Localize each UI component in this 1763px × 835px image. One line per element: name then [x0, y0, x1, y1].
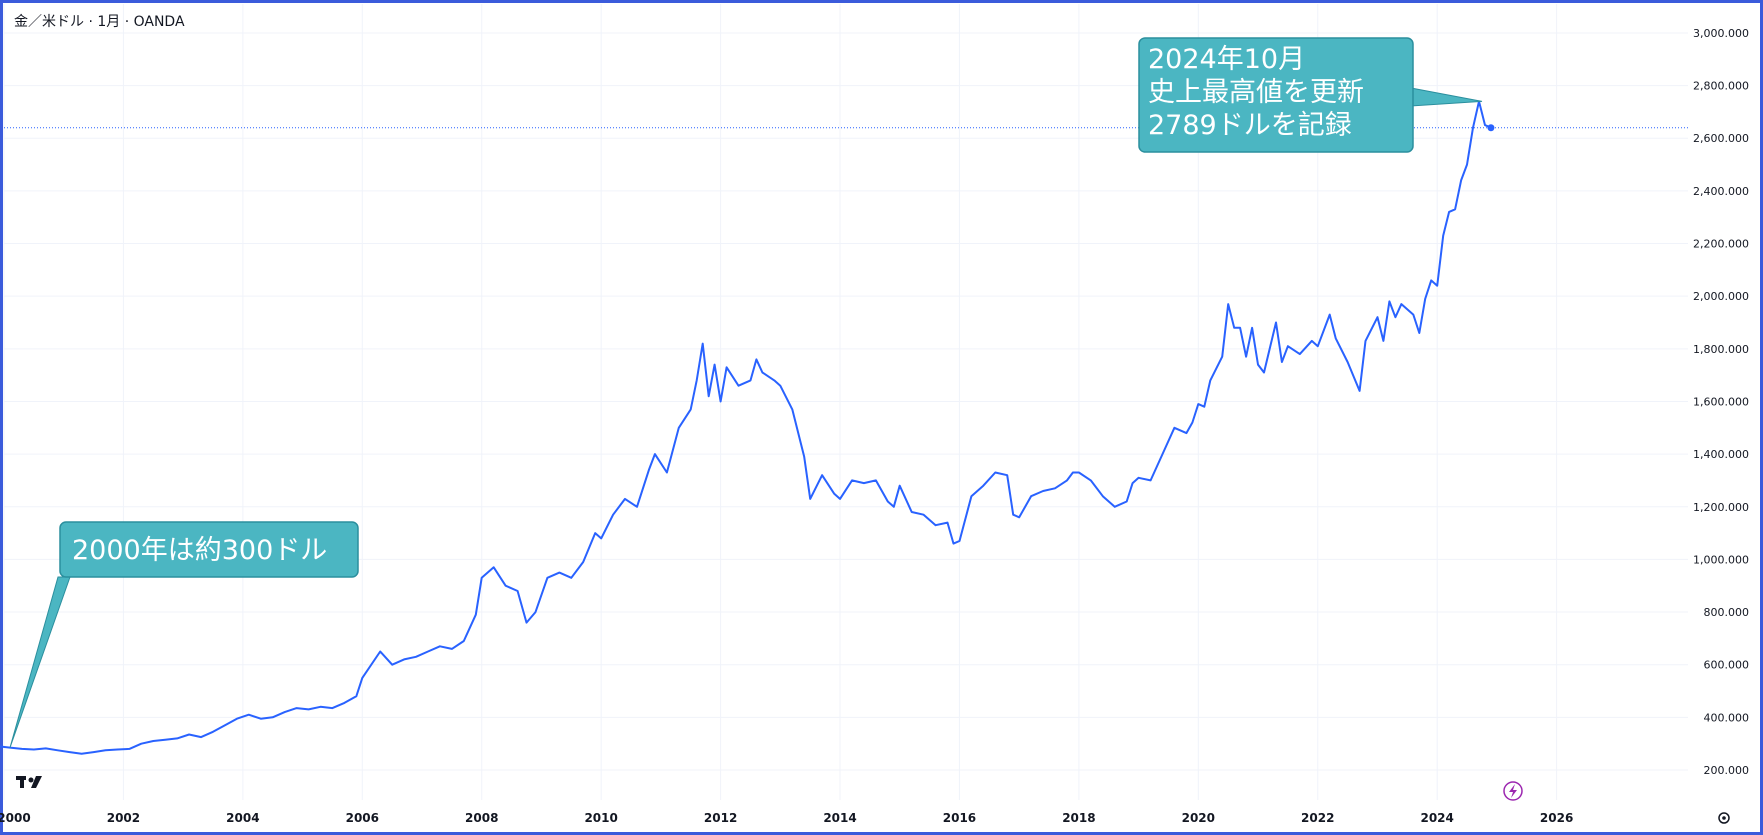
y-tick-label: 2,400.000: [1693, 185, 1749, 198]
annotation-2024[interactable]: 2024年10月 史上最高値を更新 2789ドルを記録: [1138, 37, 1483, 153]
y-tick-label: 800.000: [1704, 606, 1750, 619]
x-tick-label: 2022: [1301, 811, 1334, 825]
y-tick-label: 2,000.000: [1693, 290, 1749, 303]
annotation-2000[interactable]: 2000年は約300ドル: [9, 521, 359, 748]
y-tick-label: 600.000: [1704, 659, 1750, 672]
y-tick-label: 2,800.000: [1693, 80, 1749, 93]
series-line[interactable]: [0, 100, 1492, 755]
y-tick-label: 1,800.000: [1693, 343, 1749, 356]
x-tick-label: 2000: [0, 811, 31, 825]
annotation-2024-line-3: 2789ドルを記録: [1148, 110, 1352, 141]
y-tick-label: 1,600.000: [1693, 395, 1749, 408]
annotation-2000-pointer: [9, 576, 71, 748]
y-tick-label: 1,000.000: [1693, 553, 1749, 566]
price-axis[interactable]: 200.000 400.000 600.000 800.000 1,000.000 1,2…: [1693, 27, 1749, 777]
annotation-2024-pointer: [1410, 87, 1483, 107]
x-tick-label: 2008: [465, 811, 498, 825]
tradingview-logo[interactable]: [16, 776, 42, 788]
x-tick-label: 2016: [943, 811, 976, 825]
x-tick-label: 2002: [107, 811, 140, 825]
y-tick-label: 1,400.000: [1693, 448, 1749, 461]
y-tick-label: 2,600.000: [1693, 132, 1749, 145]
annotation-2024-box: [1138, 37, 1414, 153]
annotation-2000-box: [59, 521, 359, 578]
y-tick-label: 2,200.000: [1693, 238, 1749, 251]
x-tick-label: 2014: [823, 811, 856, 825]
annotation-2000-text: 2000年は約300ドル: [72, 535, 327, 566]
gear-icon[interactable]: [1718, 812, 1730, 824]
time-axis[interactable]: 2000 2002 2004 2006 2008 2010 2012 2014 2016 2018…: [0, 811, 1573, 825]
grid-lines: [3, 4, 1688, 800]
x-tick-label: 2006: [346, 811, 379, 825]
lightning-icon[interactable]: [1503, 781, 1523, 801]
symbol-title[interactable]: 金／米ドル · 1月 · OANDA: [14, 14, 185, 30]
y-tick-label: 1,200.000: [1693, 501, 1749, 514]
y-tick-label: 400.000: [1704, 711, 1750, 724]
y-tick-label: 3,000.000: [1693, 27, 1749, 40]
x-tick-label: 2010: [584, 811, 617, 825]
y-tick-label: 200.000: [1704, 764, 1750, 777]
x-tick-label: 2012: [704, 811, 737, 825]
x-tick-label: 2004: [226, 811, 259, 825]
last-price-dot: [1487, 124, 1495, 132]
annotation-2024-line-2: 史上最高値を更新: [1148, 77, 1364, 108]
x-tick-label: 2026: [1540, 811, 1573, 825]
x-tick-label: 2024: [1420, 811, 1453, 825]
annotation-2024-line-1: 2024年10月: [1148, 44, 1305, 75]
x-tick-label: 2018: [1062, 811, 1095, 825]
x-tick-label: 2020: [1182, 811, 1215, 825]
